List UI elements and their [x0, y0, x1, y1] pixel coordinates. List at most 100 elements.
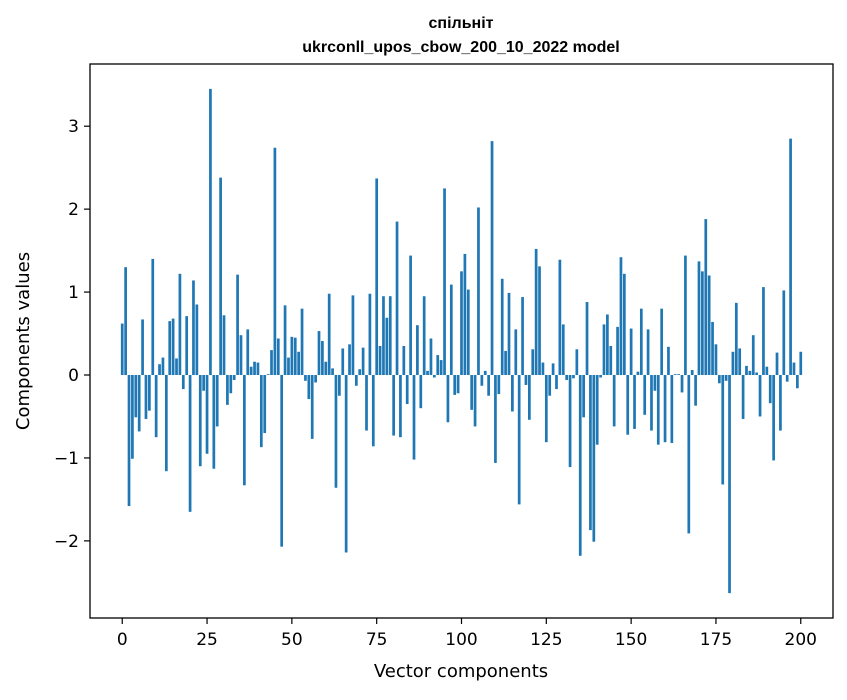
bar — [633, 375, 636, 429]
x-tick-label: 150 — [615, 630, 647, 650]
bar — [670, 375, 674, 444]
bar — [148, 375, 151, 411]
bar — [551, 363, 555, 375]
bar — [256, 362, 260, 375]
bar — [673, 374, 677, 375]
bar — [599, 375, 602, 378]
bar — [626, 375, 630, 435]
x-tick-label: 175 — [700, 630, 732, 650]
bar — [684, 255, 687, 376]
bar — [602, 324, 606, 375]
bar — [324, 361, 328, 375]
bar — [232, 375, 236, 380]
bar — [371, 375, 375, 447]
bar — [477, 207, 480, 376]
bar — [215, 375, 219, 427]
bar — [131, 375, 134, 459]
bar — [504, 350, 507, 375]
bar — [293, 337, 297, 375]
bar — [517, 375, 521, 505]
bar — [701, 271, 704, 376]
bar — [606, 314, 609, 375]
bar — [724, 375, 728, 381]
bar — [175, 358, 178, 376]
bar — [487, 375, 490, 396]
bar — [728, 375, 731, 594]
bar — [270, 350, 273, 375]
bar — [589, 375, 592, 531]
bar — [229, 375, 233, 394]
bar — [120, 323, 124, 375]
bar — [677, 374, 680, 375]
bar — [443, 188, 446, 375]
bar — [409, 255, 412, 376]
bar — [768, 375, 772, 404]
bar — [687, 375, 691, 534]
bar — [636, 371, 640, 376]
x-axis-ticks: 0 25 50 75 100 125 150 175 200 — [117, 618, 817, 650]
x-tick-label: 200 — [785, 630, 817, 650]
bar — [660, 308, 664, 376]
y-tick-label: −2 — [54, 532, 79, 552]
bar — [181, 375, 185, 390]
bar — [460, 271, 463, 376]
bar — [507, 292, 511, 375]
bar — [616, 326, 619, 375]
bar — [426, 370, 429, 376]
bar — [690, 370, 694, 376]
bar — [653, 375, 657, 391]
bar — [354, 375, 358, 386]
bar — [731, 351, 735, 375]
bar — [253, 361, 256, 375]
bar — [490, 141, 494, 375]
y-tick-label: −1 — [54, 449, 79, 469]
bar — [205, 375, 209, 454]
bar — [585, 302, 589, 375]
bar — [548, 375, 552, 396]
bar — [500, 278, 504, 375]
bar — [646, 329, 650, 375]
bar — [538, 266, 541, 375]
bar — [399, 375, 402, 438]
bar — [321, 341, 324, 375]
bar — [307, 375, 311, 400]
bar — [667, 346, 670, 376]
bar — [765, 366, 769, 375]
bar — [609, 345, 613, 376]
bar — [449, 284, 453, 375]
bar — [524, 375, 528, 385]
bar — [382, 296, 385, 376]
bar — [629, 328, 633, 375]
bar — [158, 364, 161, 375]
bar — [436, 355, 440, 375]
bar — [429, 338, 433, 375]
bar — [439, 360, 443, 375]
bar — [748, 370, 752, 376]
x-tick-label: 100 — [445, 630, 477, 650]
plot-frame — [89, 63, 834, 619]
bar — [704, 219, 708, 376]
bar — [127, 375, 131, 507]
bar — [799, 351, 803, 375]
bar — [341, 348, 345, 375]
bar — [259, 375, 263, 448]
x-axis-label: Vector components — [374, 661, 548, 682]
bar — [514, 329, 518, 375]
bar — [497, 375, 501, 395]
bar — [124, 267, 127, 375]
bar — [466, 289, 470, 375]
bar — [453, 375, 457, 395]
bar — [263, 375, 267, 434]
bar — [565, 375, 569, 380]
bar — [592, 375, 596, 542]
bar — [473, 375, 477, 427]
bar — [405, 375, 409, 405]
bar — [714, 344, 718, 376]
bar — [694, 375, 697, 406]
bar — [358, 369, 362, 376]
bar — [775, 352, 779, 375]
bar — [304, 375, 307, 381]
y-tick-label: 1 — [68, 283, 79, 303]
